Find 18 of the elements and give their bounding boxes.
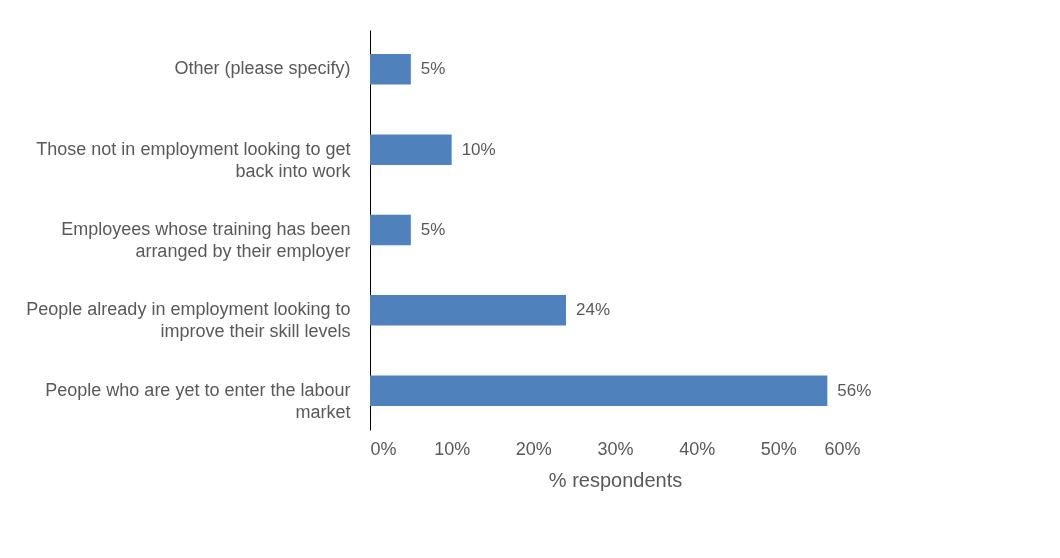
- x-tick-label: 60%: [824, 438, 861, 459]
- y-tick-label: People who are yet to enter the labour market: [45, 379, 351, 422]
- y-tick-label: Other (please specify): [174, 58, 351, 79]
- x-tick-label: 40%: [679, 438, 716, 459]
- y-tick-label: Those not in employment looking to get back into work: [36, 138, 352, 181]
- x-tick-label: 10%: [434, 438, 471, 459]
- x-axis-title: % respondents: [548, 468, 683, 491]
- y-tick-label: Employees whose training has been arranged by their employer: [61, 219, 351, 261]
- data-label: 56%: [837, 380, 872, 400]
- data-label: 5%: [420, 59, 446, 79]
- x-tick-label: 30%: [597, 438, 634, 459]
- data-label: 10%: [461, 139, 496, 159]
- x-tick-label: 0%: [370, 438, 397, 459]
- data-label: 24%: [576, 300, 611, 320]
- x-tick-label: 50%: [760, 438, 797, 459]
- data-label: 5%: [420, 220, 446, 239]
- x-tick-label: 20%: [515, 438, 552, 459]
- y-tick-label: People already in employment looking to improve their skill levels: [26, 299, 351, 342]
